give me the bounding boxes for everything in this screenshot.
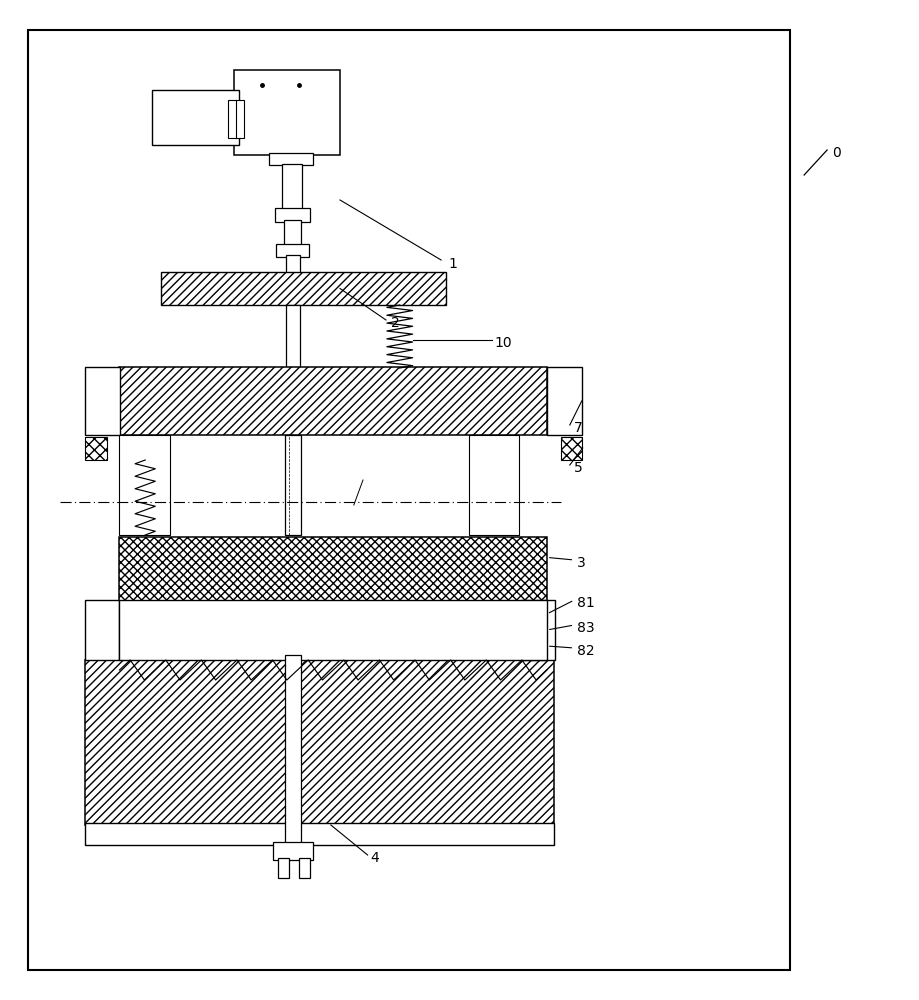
Bar [234, 70, 340, 155]
Text: 0: 0 [832, 146, 841, 160]
Text: 2: 2 [391, 316, 400, 330]
Bar [286, 305, 300, 368]
Text: 10: 10 [494, 336, 512, 350]
Text: 3: 3 [577, 556, 586, 570]
Bar [161, 272, 446, 305]
Bar [119, 640, 547, 652]
Bar [119, 367, 547, 435]
Bar [269, 153, 313, 165]
Bar [282, 164, 302, 210]
Bar [561, 437, 582, 460]
Bar [119, 608, 547, 620]
Bar [278, 858, 289, 878]
Bar [286, 255, 300, 290]
Bar [85, 823, 554, 845]
Bar [28, 30, 790, 970]
Bar [521, 600, 555, 660]
Bar [276, 244, 309, 257]
Bar [228, 100, 244, 138]
Bar [273, 842, 313, 860]
Bar [469, 435, 519, 535]
Bar [119, 435, 170, 535]
Text: 7: 7 [573, 421, 583, 435]
Bar [85, 437, 107, 460]
Text: 4: 4 [370, 851, 380, 865]
Bar [284, 220, 301, 245]
Bar [119, 624, 547, 636]
Text: 83: 83 [577, 621, 595, 635]
Bar [547, 367, 582, 435]
Bar [119, 537, 547, 605]
Text: 5: 5 [573, 461, 583, 475]
Bar [85, 600, 119, 660]
Bar [152, 90, 239, 145]
Bar [285, 655, 301, 845]
Bar [85, 367, 120, 435]
Text: 81: 81 [577, 596, 595, 610]
Bar [275, 208, 310, 222]
Text: 82: 82 [577, 644, 595, 658]
Bar [119, 600, 547, 660]
Bar [285, 435, 301, 535]
Bar [299, 858, 310, 878]
Text: 1: 1 [448, 257, 458, 271]
Bar [85, 660, 554, 825]
